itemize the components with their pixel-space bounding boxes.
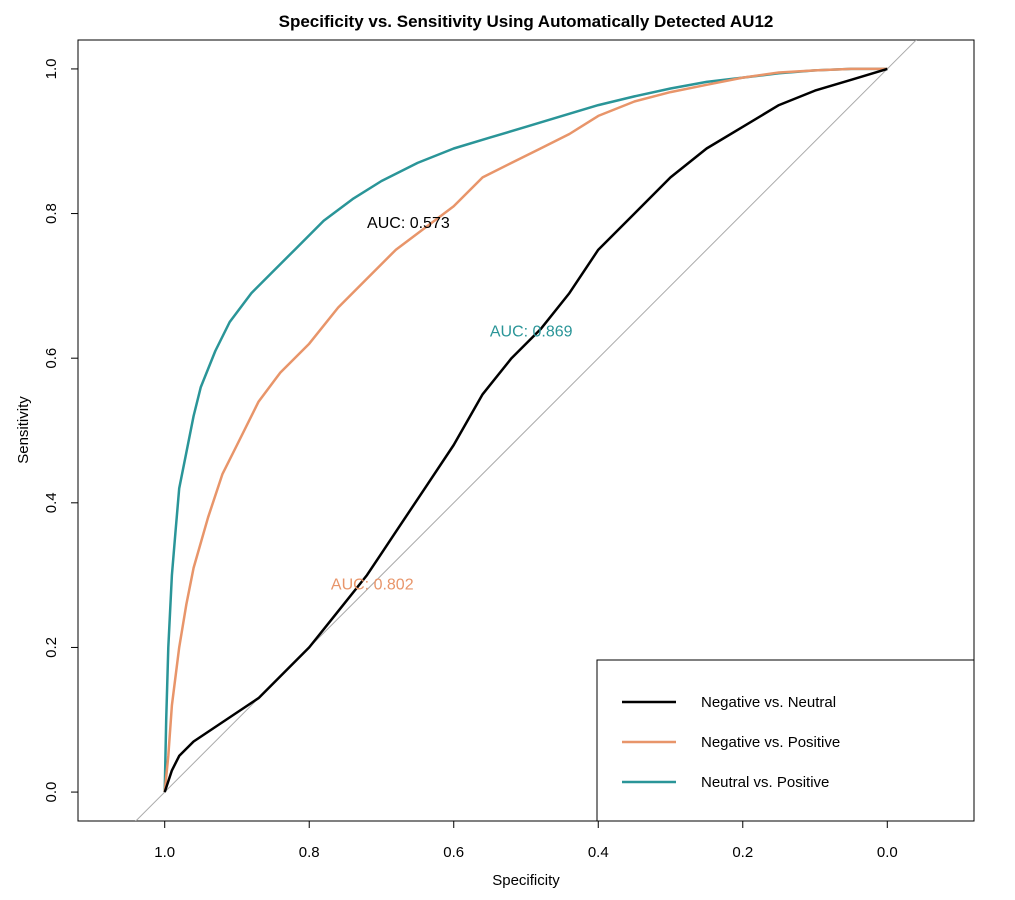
y-axis: 0.0 0.2 0.4 0.6 0.8 1.0 (43, 58, 79, 803)
auc-label-negative-positive: AUC: 0.802 (331, 577, 414, 594)
x-tick-label: 0.8 (299, 844, 320, 861)
y-tick-label: 0.4 (43, 492, 60, 513)
y-tick-label: 0.0 (43, 782, 60, 803)
y-tick-label: 0.2 (43, 637, 60, 658)
x-tick-label: 0.6 (443, 844, 464, 861)
x-tick-label: 0.2 (732, 844, 753, 861)
x-tick-label: 1.0 (154, 844, 175, 861)
x-tick-label: 0.4 (588, 844, 609, 861)
y-tick-label: 1.0 (43, 58, 60, 79)
auc-label-negative-neutral: AUC: 0.573 (367, 215, 450, 232)
chart-title: Specificity vs. Sensitivity Using Automa… (279, 12, 774, 31)
legend-box (596, 659, 975, 822)
x-axis: 1.0 0.8 0.6 0.4 0.2 0.0 (154, 820, 898, 861)
auc-label-neutral-positive: AUC: 0.869 (490, 323, 573, 340)
y-tick-label: 0.6 (43, 348, 60, 369)
legend-label-negative-neutral: Negative vs. Neutral (701, 694, 836, 711)
y-tick-label: 0.8 (43, 203, 60, 224)
legend-label-neutral-positive: Neutral vs. Positive (701, 774, 829, 791)
series-line-negative-neutral (163, 67, 888, 793)
legend-label-negative-positive: Negative vs. Positive (701, 734, 840, 751)
x-axis-label: Specificity (492, 872, 560, 889)
legend: Negative vs. Neutral Negative vs. Positi… (596, 659, 975, 822)
series-line-neutral-positive (163, 67, 888, 793)
y-axis-label: Sensitivity (15, 396, 32, 464)
x-tick-label: 0.0 (877, 844, 898, 861)
reference-diagonal-line (135, 40, 917, 821)
series-line-negative-positive (163, 67, 888, 793)
